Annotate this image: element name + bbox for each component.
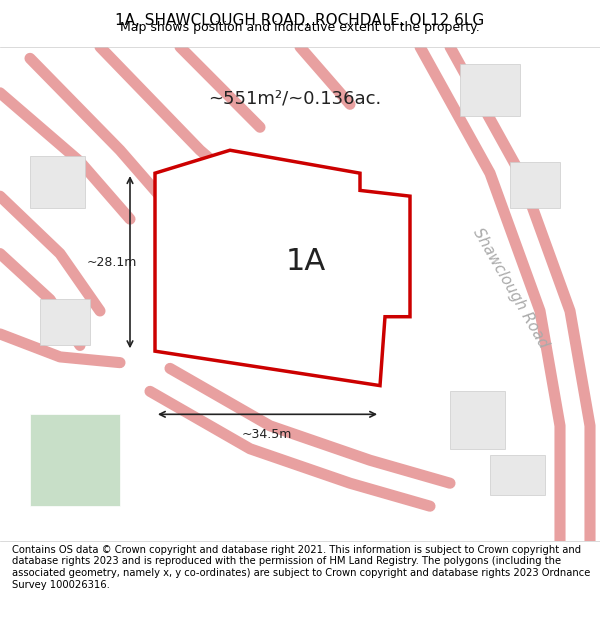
FancyBboxPatch shape [490,454,545,495]
Text: Shawclough Road: Shawclough Road [470,226,550,351]
Text: Map shows position and indicative extent of the property.: Map shows position and indicative extent… [120,21,480,34]
Text: ~34.5m: ~34.5m [242,429,292,441]
Text: 1A, SHAWCLOUGH ROAD, ROCHDALE, OL12 6LG: 1A, SHAWCLOUGH ROAD, ROCHDALE, OL12 6LG [115,13,485,28]
FancyBboxPatch shape [510,162,560,208]
Text: Contains OS data © Crown copyright and database right 2021. This information is : Contains OS data © Crown copyright and d… [12,545,590,589]
FancyBboxPatch shape [40,299,90,346]
FancyBboxPatch shape [30,414,120,506]
FancyBboxPatch shape [460,64,520,116]
FancyBboxPatch shape [30,156,85,208]
Text: ~28.1m: ~28.1m [87,256,137,269]
Text: ~551m²/~0.136ac.: ~551m²/~0.136ac. [208,89,382,107]
FancyBboxPatch shape [450,391,505,449]
Text: 1A: 1A [286,248,326,276]
Polygon shape [155,150,410,386]
